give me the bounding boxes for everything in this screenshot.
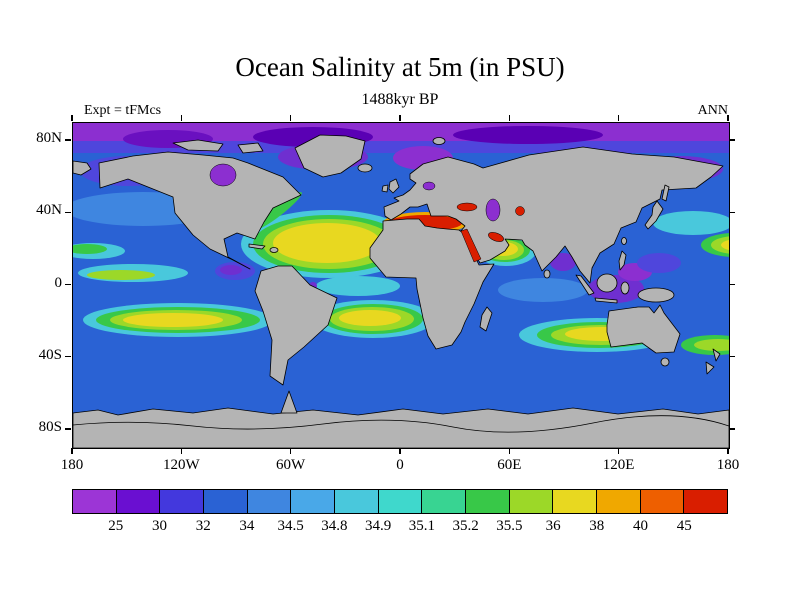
colorbar-boundary-label: 30 bbox=[151, 518, 167, 534]
x-tick-bottom bbox=[71, 448, 73, 454]
y-tick-label: 80S bbox=[38, 418, 62, 435]
x-tick-label: 120E bbox=[602, 457, 635, 473]
y-tick-right bbox=[729, 428, 735, 430]
y-tick-label: 40N bbox=[36, 202, 62, 219]
colorbar-boundary-label: 32 bbox=[195, 518, 211, 534]
colorbar-boundary-label: 34.9 bbox=[365, 518, 392, 534]
x-tick-label: 180 bbox=[60, 457, 84, 473]
map-frame bbox=[72, 122, 730, 449]
x-tick-bottom bbox=[508, 448, 511, 454]
colorbar-cell bbox=[683, 490, 728, 513]
colorbar-boundary-label: 36 bbox=[545, 518, 561, 534]
colorbar-boundary-label: 35.1 bbox=[408, 518, 435, 534]
y-tick-left bbox=[65, 139, 71, 141]
colorbar-boundary-label: 25 bbox=[108, 518, 124, 534]
colorbar-boundary-label: 34.8 bbox=[321, 518, 348, 534]
colorbar-boundary-label: 45 bbox=[676, 518, 692, 534]
x-tick-bottom bbox=[289, 448, 292, 454]
figure-title: Ocean Salinity at 5m (in PSU) bbox=[235, 52, 565, 82]
x-tick-label: 60E bbox=[497, 457, 522, 473]
x-tick-label: 120W bbox=[163, 457, 200, 473]
colorbar-cell bbox=[246, 490, 291, 513]
colorbar-cell bbox=[552, 490, 597, 513]
colorbar-boundary-label: 34 bbox=[239, 518, 255, 534]
y-tick-left bbox=[65, 355, 71, 358]
x-tick-top bbox=[617, 115, 620, 121]
colorbar-boundary-label: 35.2 bbox=[452, 518, 479, 534]
x-tick-top bbox=[399, 115, 401, 121]
x-tick-label: 60W bbox=[276, 457, 306, 473]
world-map bbox=[73, 123, 729, 448]
colorbar-boundary-label: 35.5 bbox=[496, 518, 523, 534]
x-tick-bottom bbox=[727, 448, 729, 454]
colorbar-cell bbox=[596, 490, 640, 513]
y-tick-right bbox=[729, 211, 735, 214]
x-tick-label: 0 bbox=[396, 457, 404, 473]
x-tick-bottom bbox=[617, 448, 620, 454]
colorbar bbox=[72, 489, 728, 514]
y-tick-left bbox=[65, 428, 71, 430]
colorbar-boundary-label: 40 bbox=[633, 518, 649, 534]
y-tick-label: 80N bbox=[36, 130, 62, 147]
y-tick-label: 40S bbox=[38, 346, 62, 363]
colorbar-cell bbox=[334, 490, 378, 513]
colorbar-cell bbox=[115, 490, 160, 513]
inland-seas bbox=[209, 163, 525, 263]
colorbar-cell bbox=[290, 490, 335, 513]
colorbar-cell bbox=[465, 490, 509, 513]
continents bbox=[73, 134, 729, 448]
y-tick-left bbox=[65, 211, 71, 214]
colorbar-cell bbox=[159, 490, 204, 513]
colorbar-cell bbox=[639, 490, 684, 513]
x-tick-top bbox=[508, 115, 511, 121]
y-tick-label: 0 bbox=[54, 274, 63, 291]
y-tick-right bbox=[729, 283, 735, 286]
y-tick-right bbox=[729, 139, 735, 141]
x-tick-top bbox=[180, 115, 183, 121]
x-tick-top bbox=[71, 115, 73, 121]
figure-subtitle: 1488kyr BP bbox=[361, 91, 439, 108]
x-tick-label: 180 bbox=[716, 457, 740, 473]
colorbar-cell bbox=[203, 490, 247, 513]
x-tick-bottom bbox=[399, 448, 401, 454]
colorbar-boundary-label: 34.5 bbox=[277, 518, 304, 534]
salinity-field bbox=[73, 123, 729, 355]
colorbar-cell bbox=[377, 490, 422, 513]
colorbar-cell bbox=[73, 490, 116, 513]
x-tick-top bbox=[289, 115, 292, 121]
x-tick-bottom bbox=[180, 448, 183, 454]
experiment-label: Expt = tFMcs bbox=[84, 103, 162, 118]
colorbar-cell bbox=[421, 490, 466, 513]
y-tick-right bbox=[729, 355, 735, 358]
y-tick-left bbox=[65, 283, 71, 286]
season-label: ANN bbox=[697, 103, 728, 118]
colorbar-cell bbox=[508, 490, 553, 513]
colorbar-boundary-label: 38 bbox=[589, 518, 605, 534]
x-tick-top bbox=[727, 115, 729, 121]
